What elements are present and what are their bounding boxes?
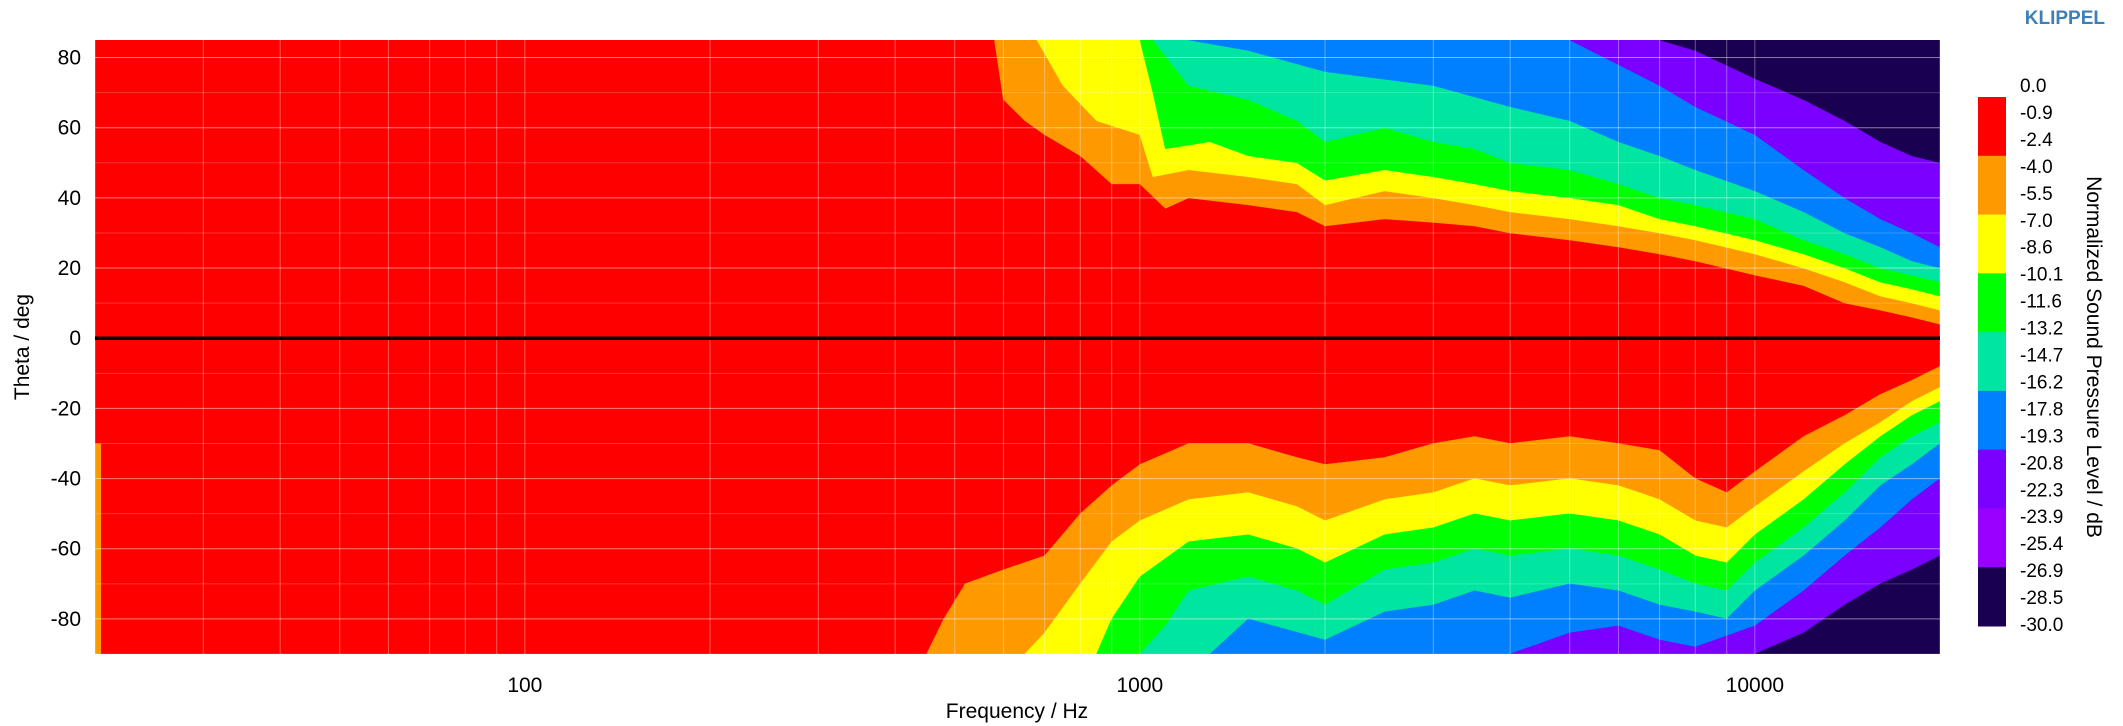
colorbar-swatch <box>1978 332 2006 392</box>
y-tick-label: 0 <box>69 327 81 350</box>
colorbar-tick-label: -13.2 <box>2020 319 2063 340</box>
x-tick-label: 1000 <box>1117 674 1164 697</box>
colorbar-tick-label: -19.3 <box>2020 426 2063 447</box>
y-tick-label: 20 <box>58 257 81 280</box>
colorbar-tick-label: -11.6 <box>2020 292 2062 313</box>
lower-contour-region-4 <box>1139 422 1940 654</box>
y-tick-label: -20 <box>51 397 81 420</box>
lower-contour-region-6 <box>1509 478 1940 654</box>
colorbar-tick-label: 0.0 <box>2020 76 2046 97</box>
y-tick-label: 60 <box>58 117 81 140</box>
upper-contour-region-7 <box>1659 40 1940 164</box>
colorbar-swatch <box>1978 390 2006 451</box>
axes: 80 60 40 20 0 -20 -40 -60 -80 100 1000 10000 <box>51 47 1784 697</box>
colorbar-tick-label: -25.4 <box>2020 534 2064 555</box>
y-tick-label: 80 <box>58 47 81 70</box>
colorbar: 0.0 -0.9 -2.4 -4.0 -5.5 -7.0 -8.6 -10.1 -11.6 -13… <box>1978 76 2064 636</box>
colorbar-tick-label: -2.4 <box>2020 130 2053 151</box>
y-tick-label: 40 <box>58 187 81 210</box>
x-tick-label: 10000 <box>1726 674 1784 697</box>
colorbar-tick-label: -22.3 <box>2020 480 2063 501</box>
lower-contour-region-7 <box>1754 555 1940 654</box>
y-tick-label: -40 <box>51 468 81 491</box>
colorbar-swatch <box>1978 97 2006 157</box>
colorbar-tick-label: -5.5 <box>2020 184 2053 205</box>
colorbar-swatch <box>1978 273 2006 333</box>
colorbar-tick-label: -10.1 <box>2020 265 2063 286</box>
colorbar-tick-label: -16.2 <box>2020 372 2063 393</box>
x-axis-label: Frequency / Hz <box>946 700 1088 723</box>
klippel-logo: KLIPPEL <box>2024 8 2105 29</box>
colorbar-label: Normalized Sound Pressure Level / dB <box>2082 176 2105 538</box>
colorbar-swatch <box>1978 449 2006 509</box>
grid <box>94 40 1941 655</box>
colorbar-tick-label: -0.9 <box>2020 103 2053 124</box>
colorbar-swatch <box>1978 155 2006 216</box>
colorbar-swatch <box>1978 567 2006 627</box>
colorbar-tick-label: -20.8 <box>2020 453 2063 474</box>
colorbar-tick-label: -17.8 <box>2020 399 2063 420</box>
heatmap-plot-area <box>95 40 1940 654</box>
colorbar-swatch <box>1978 508 2006 568</box>
y-tick-label: -80 <box>51 608 81 631</box>
colorbar-tick-label: -30.0 <box>2020 615 2063 636</box>
y-axis-label: Theta / deg <box>11 294 34 400</box>
colorbar-swatch <box>1978 214 2006 274</box>
lower-contour-region-5 <box>1209 443 1940 654</box>
colorbar-tick-label: -4.0 <box>2020 157 2053 178</box>
colorbar-tick-label: -26.9 <box>2020 561 2063 582</box>
colorbar-tick-label: -7.0 <box>2020 211 2053 232</box>
y-tick-label: -60 <box>51 538 81 561</box>
low-frequency-edge-stripe <box>95 443 101 654</box>
colorbar-tick-label: -8.6 <box>2020 238 2053 259</box>
x-tick-label: 100 <box>507 674 542 697</box>
colorbar-tick-label: -14.7 <box>2020 346 2063 367</box>
colorbar-tick-label: -28.5 <box>2020 588 2063 609</box>
colorbar-tick-label: -23.9 <box>2020 507 2063 528</box>
